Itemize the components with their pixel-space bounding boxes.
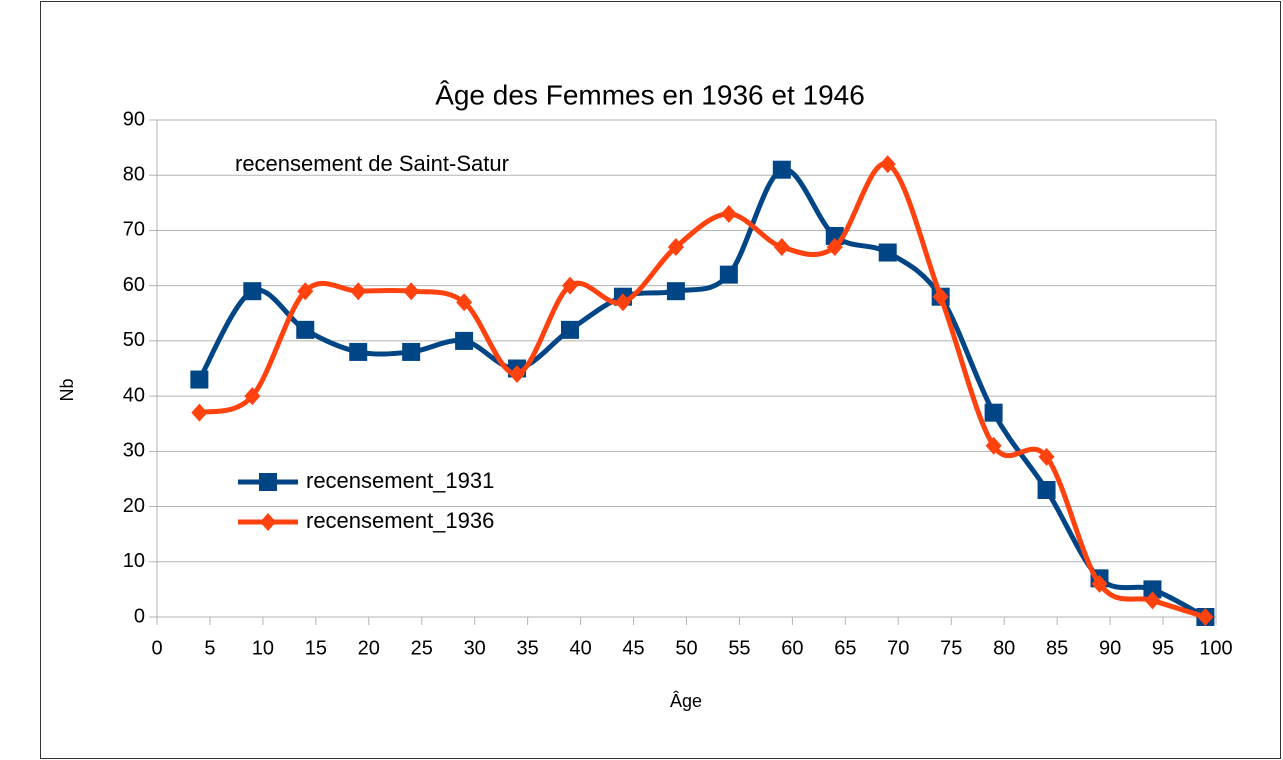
marker — [614, 293, 631, 312]
x-tick-label: 30 — [464, 637, 486, 659]
x-tick-label: 60 — [781, 637, 803, 659]
marker — [1144, 591, 1161, 610]
marker — [297, 282, 314, 301]
marker — [985, 436, 1002, 455]
x-tick-label: 70 — [887, 637, 909, 659]
x-tick-label: 75 — [940, 637, 962, 659]
marker — [350, 282, 367, 301]
marker — [190, 370, 209, 389]
marker — [984, 403, 1003, 422]
marker — [1038, 447, 1055, 466]
marker — [509, 365, 526, 384]
marker — [243, 282, 262, 301]
marker — [349, 342, 368, 361]
y-tick-label: 40 — [123, 384, 145, 406]
marker — [1197, 608, 1214, 626]
x-tick-label: 65 — [834, 637, 856, 659]
marker — [455, 331, 474, 350]
y-tick-label: 0 — [134, 605, 145, 627]
y-axis-label: Nb — [57, 378, 77, 401]
x-tick-label: 85 — [1046, 637, 1068, 659]
y-tick-label: 50 — [123, 329, 145, 351]
x-tick-label: 50 — [675, 637, 697, 659]
marker — [1091, 574, 1108, 593]
marker — [826, 238, 843, 257]
x-tick-label: 10 — [252, 637, 274, 659]
marker — [667, 238, 684, 257]
y-tick-label: 10 — [123, 550, 145, 572]
x-tick-label: 55 — [728, 637, 750, 659]
chart-frame — [40, 1, 1281, 759]
y-tick-label: 70 — [123, 219, 145, 241]
x-tick-label: 45 — [622, 637, 644, 659]
marker — [561, 320, 580, 339]
marker — [456, 293, 473, 312]
y-tick-label: 80 — [123, 164, 145, 186]
marker — [719, 265, 738, 284]
marker — [878, 243, 897, 262]
y-tick-label: 90 — [123, 108, 145, 130]
x-tick-label: 100 — [1199, 637, 1232, 659]
marker — [403, 282, 420, 301]
chart-title: Âge des Femmes en 1936 et 1946 — [435, 79, 865, 110]
marker — [666, 282, 685, 301]
y-tick-label: 20 — [123, 495, 145, 517]
marker — [932, 287, 949, 306]
marker — [402, 342, 421, 361]
legend-label: recensement_1936 — [306, 508, 494, 533]
marker — [191, 403, 208, 422]
marker — [1143, 580, 1162, 599]
legend-label: recensement_1931 — [306, 468, 494, 493]
y-tick-label: 60 — [123, 274, 145, 296]
marker — [772, 160, 791, 179]
x-tick-label: 90 — [1099, 637, 1121, 659]
x-tick-label: 5 — [204, 637, 215, 659]
marker — [773, 238, 790, 257]
x-tick-label: 0 — [151, 637, 162, 659]
x-tick-label: 25 — [411, 637, 433, 659]
marker — [296, 320, 315, 339]
annotation: recensement de Saint-Satur — [235, 151, 509, 176]
marker — [260, 513, 276, 531]
marker — [562, 276, 579, 295]
x-tick-label: 20 — [358, 637, 380, 659]
x-tick-label: 40 — [569, 637, 591, 659]
x-axis-label: Âge — [670, 691, 702, 711]
x-tick-label: 80 — [993, 637, 1015, 659]
marker — [259, 473, 277, 491]
x-tick-label: 95 — [1152, 637, 1174, 659]
marker — [720, 204, 737, 223]
marker — [1037, 480, 1056, 499]
x-tick-label: 15 — [305, 637, 327, 659]
marker — [879, 155, 896, 174]
x-tick-label: 35 — [517, 637, 539, 659]
y-tick-label: 30 — [123, 440, 145, 462]
marker — [244, 387, 261, 406]
